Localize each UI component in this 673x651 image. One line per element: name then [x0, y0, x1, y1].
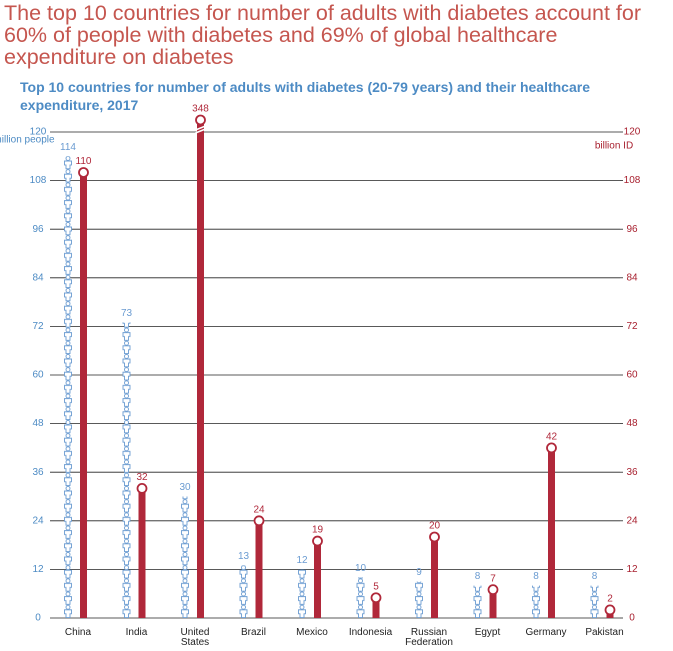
y-tick-label: 120 — [30, 127, 47, 138]
bar-group — [197, 116, 204, 618]
y-tick-label: 0 — [35, 613, 41, 624]
axis-break — [195, 125, 206, 131]
bar-value-label: 348 — [192, 104, 209, 115]
chart-title: The top 10 countries for number of adult… — [4, 1, 642, 69]
y-tick-label: 60 — [32, 370, 44, 381]
bar-marker — [429, 531, 440, 543]
people-value-label: 12 — [296, 555, 308, 566]
y2-tick-label: 48 — [626, 418, 638, 429]
bar-marker — [604, 604, 616, 616]
bar-group — [255, 520, 263, 618]
people-column — [588, 585, 601, 618]
y-tick-label: 48 — [32, 418, 44, 429]
bar-group — [314, 541, 321, 618]
bar — [80, 172, 87, 618]
y2-tick-label: 84 — [626, 272, 638, 283]
bar-marker — [312, 535, 323, 547]
y2-tick-label: 36 — [626, 467, 638, 478]
x-tick-label: China — [64, 627, 92, 638]
people-value-label: 8 — [475, 571, 481, 582]
people-column — [471, 585, 484, 618]
bar-marker — [487, 584, 499, 596]
bar-marker — [136, 482, 148, 494]
bar-group — [80, 172, 87, 618]
bar-value-label: 32 — [136, 472, 148, 483]
bar-group — [372, 597, 380, 618]
y-axis-label: million people — [0, 135, 55, 146]
bar-value-label: 19 — [312, 525, 324, 536]
y-tick-label: 84 — [32, 272, 44, 283]
x-tick-label: India — [125, 627, 148, 638]
people-value-label: 9 — [416, 567, 422, 578]
x-tick-label: Pakistan — [585, 627, 624, 638]
bar-value-label: 110 — [76, 156, 92, 167]
y2-tick-label: 24 — [626, 515, 638, 526]
bar — [372, 597, 380, 618]
people-column — [237, 565, 250, 618]
people-column — [296, 569, 308, 618]
bar-group — [489, 589, 497, 618]
y2-tick-label: 108 — [624, 175, 641, 186]
bar-marker — [370, 592, 382, 604]
bar — [138, 488, 146, 618]
people-value-label: 73 — [121, 308, 133, 319]
x-tick-label: United States — [180, 627, 210, 648]
x-tick-label: Brazil — [240, 627, 266, 638]
people-value-label: 8 — [533, 571, 539, 582]
y-tick-label: 96 — [32, 224, 44, 235]
y-tick-label: 108 — [30, 175, 47, 186]
x-tick-label: Egypt — [474, 627, 501, 638]
people-column — [530, 585, 542, 618]
y2-tick-label: 12 — [626, 564, 638, 575]
people-value-label: 30 — [179, 482, 191, 493]
x-tick-label: Germany — [525, 627, 567, 638]
people-column — [62, 156, 74, 619]
bar — [489, 589, 497, 618]
bar — [431, 537, 438, 618]
bar — [548, 447, 555, 618]
people-column — [179, 496, 191, 618]
bar — [197, 116, 204, 618]
bar-value-label: 7 — [490, 573, 496, 584]
bar-value-label: 42 — [546, 432, 558, 443]
y-tick-label: 12 — [32, 564, 44, 575]
y2-tick-label: 72 — [626, 321, 638, 332]
bar-marker — [546, 442, 557, 454]
bar-group — [138, 488, 146, 618]
bar-marker — [195, 114, 206, 126]
people-column — [120, 322, 133, 618]
bar-value-label: 2 — [607, 594, 613, 605]
y2-tick-label: 0 — [629, 613, 635, 624]
x-tick-label: Mexico — [296, 627, 328, 638]
people-value-label: 13 — [238, 551, 250, 562]
people-value-label: 10 — [355, 563, 367, 574]
bar-group — [548, 447, 555, 618]
people-column — [413, 581, 425, 618]
people-value-label: 8 — [592, 571, 598, 582]
bar-value-label: 20 — [429, 521, 441, 532]
bar — [314, 541, 321, 618]
bar-marker — [253, 515, 265, 527]
bar — [255, 520, 263, 618]
y-tick-label: 36 — [32, 467, 44, 478]
bar-marker — [78, 167, 89, 178]
y2-tick-label: 60 — [626, 370, 638, 381]
axis-break — [195, 128, 206, 134]
bar-value-label: 24 — [253, 504, 265, 515]
y-tick-label: 24 — [32, 515, 44, 526]
x-tick-label: Indonesia — [348, 627, 393, 638]
people-value-label: 114 — [60, 142, 76, 153]
y2-tick-label: 96 — [626, 224, 638, 235]
bar-group — [431, 537, 438, 618]
y2-tick-label: 120 — [624, 127, 641, 138]
x-tick-label: Russian Federation — [405, 627, 453, 648]
bar-value-label: 5 — [373, 581, 379, 592]
y-tick-label: 72 — [32, 321, 44, 332]
chart-subtitle: Top 10 countries for number of adults wi… — [20, 79, 590, 113]
people-column — [354, 577, 367, 618]
y2-axis-label: billion ID — [595, 141, 633, 152]
